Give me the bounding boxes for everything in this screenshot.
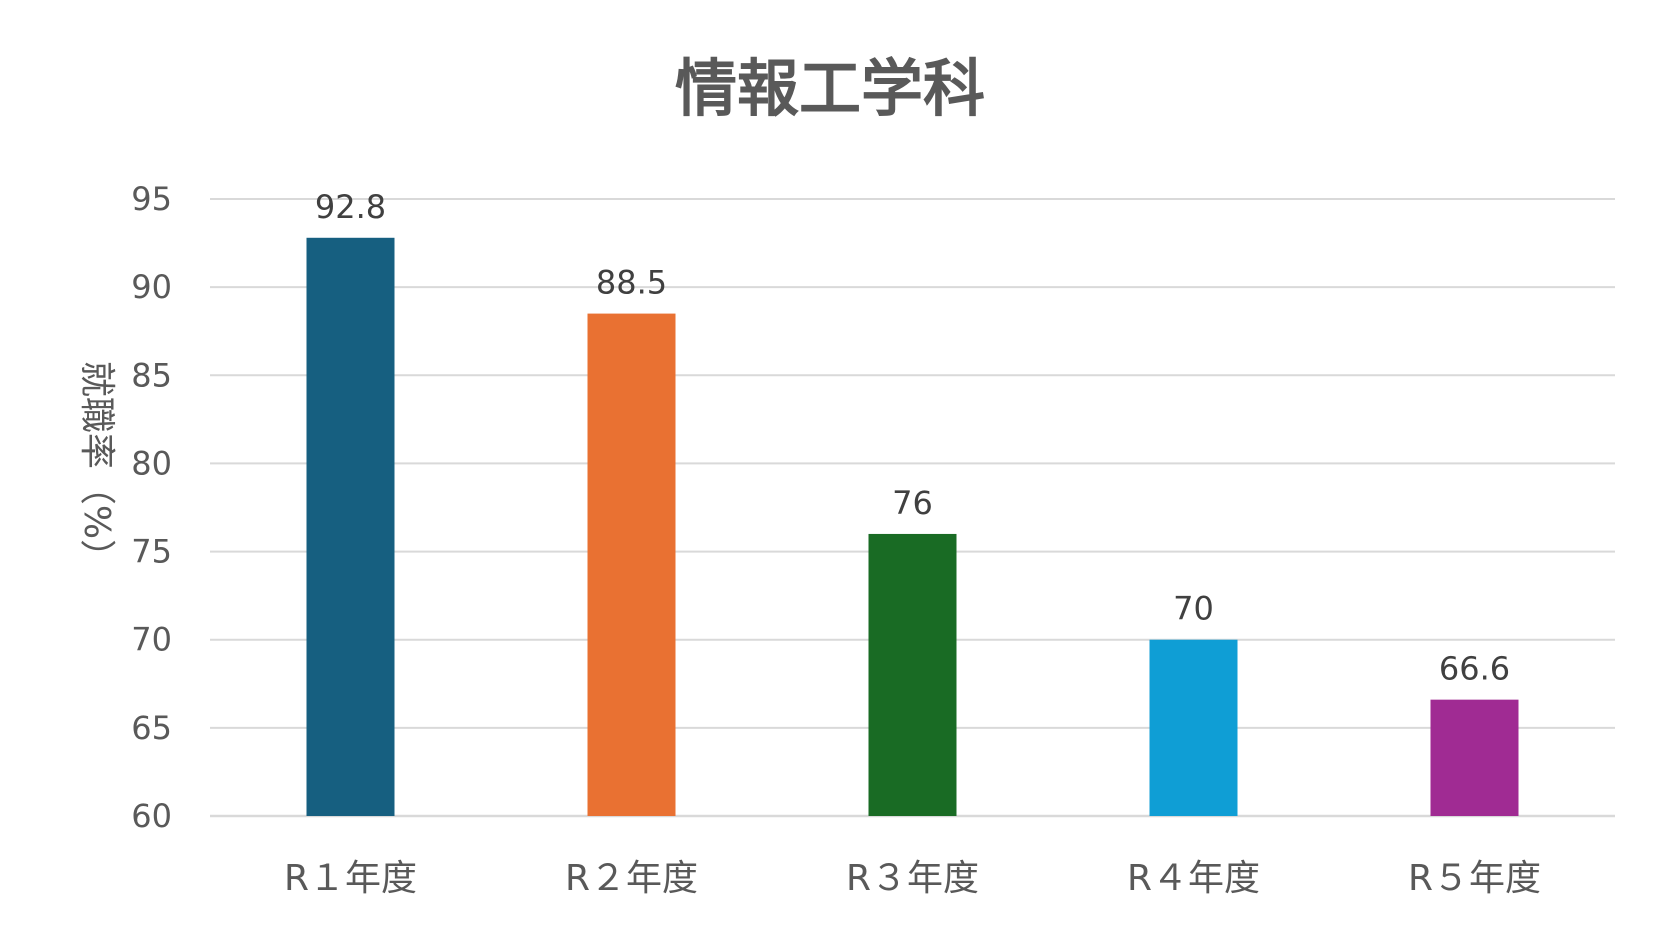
- bar: [587, 313, 676, 816]
- y-tick-label: 90: [131, 268, 172, 306]
- data-label: 92.8: [315, 188, 386, 226]
- y-axis-label: 就職率（%）: [76, 361, 117, 575]
- data-label: 70: [1173, 590, 1214, 628]
- data-label: 76: [892, 484, 933, 522]
- bar: [1430, 699, 1519, 816]
- x-tick-label: R５年度: [1408, 858, 1541, 899]
- chart-title: 情報工学科: [675, 52, 985, 125]
- x-tick-label: R４年度: [1127, 858, 1260, 899]
- data-labels: 92.8 88.5 76 70 66.6: [315, 188, 1510, 688]
- y-tick-label: 85: [131, 356, 172, 394]
- y-tick-label: 60: [131, 797, 172, 835]
- data-label: 66.6: [1439, 650, 1510, 688]
- bar: [868, 533, 957, 816]
- y-tick-label: 65: [131, 709, 172, 747]
- gridlines: [210, 198, 1615, 818]
- x-tick-label: R１年度: [284, 858, 417, 899]
- x-tick-label: R２年度: [565, 858, 698, 899]
- y-tick-label: 80: [131, 444, 172, 482]
- y-tick-label: 70: [131, 621, 172, 659]
- data-label: 88.5: [596, 264, 667, 302]
- bar: [1149, 639, 1238, 816]
- y-tick-label: 75: [131, 533, 172, 571]
- y-tick-label: 95: [131, 180, 172, 218]
- x-tick-label: R３年度: [846, 858, 979, 899]
- y-axis-ticks: 60 65 70 75 80 85 90 95: [131, 180, 172, 835]
- bars: [306, 237, 1519, 817]
- x-axis-ticks: R１年度 R２年度 R３年度 R４年度 R５年度: [284, 858, 1541, 899]
- bar: [306, 237, 395, 817]
